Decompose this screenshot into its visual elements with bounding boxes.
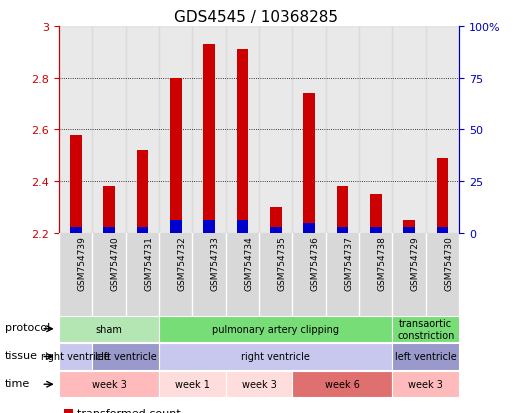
Bar (259, 233, 292, 316)
Text: right ventricle: right ventricle (241, 351, 310, 362)
Bar (292, 233, 326, 316)
Bar (392, 316, 459, 342)
Text: GSM754734: GSM754734 (244, 236, 253, 290)
Bar (303, 223, 315, 233)
Bar (337, 228, 348, 233)
Text: week 3: week 3 (242, 379, 277, 389)
Bar (203, 221, 215, 233)
Bar (292, 27, 326, 233)
Bar (226, 233, 259, 316)
Bar (359, 233, 392, 316)
Text: GDS4545 / 10368285: GDS4545 / 10368285 (174, 10, 339, 25)
Bar (192, 233, 226, 316)
Bar (136, 228, 148, 233)
Bar (59, 344, 92, 370)
Text: GSM754731: GSM754731 (144, 236, 153, 291)
Text: GSM754736: GSM754736 (311, 236, 320, 291)
Text: GSM754737: GSM754737 (344, 236, 353, 291)
Bar (303, 94, 315, 233)
Text: week 1: week 1 (175, 379, 210, 389)
Text: GSM754729: GSM754729 (411, 236, 420, 290)
Text: time: time (5, 378, 30, 388)
Bar (259, 27, 292, 233)
Text: week 3: week 3 (92, 379, 126, 389)
Bar (392, 344, 459, 370)
Bar (159, 344, 392, 370)
Text: week 3: week 3 (408, 379, 443, 389)
Bar (136, 151, 148, 233)
Bar (392, 371, 459, 397)
Bar (92, 344, 159, 370)
Bar (337, 187, 348, 233)
Bar (226, 371, 292, 397)
Text: transaortic
constriction: transaortic constriction (397, 318, 455, 340)
Bar (270, 208, 282, 233)
Text: GSM754738: GSM754738 (378, 236, 386, 291)
Bar (426, 233, 459, 316)
Text: GSM754732: GSM754732 (177, 236, 186, 290)
Bar (59, 27, 92, 233)
Bar (236, 221, 248, 233)
Bar (126, 27, 159, 233)
Bar (426, 27, 459, 233)
Bar (159, 316, 392, 342)
Bar (203, 45, 215, 233)
Text: pulmonary artery clipping: pulmonary artery clipping (212, 324, 339, 334)
Bar (59, 371, 159, 397)
Bar (170, 221, 182, 233)
Bar (70, 228, 82, 233)
Bar (159, 371, 226, 397)
Text: tissue: tissue (5, 350, 38, 360)
Bar (326, 233, 359, 316)
Bar (359, 27, 392, 233)
Text: left ventricle: left ventricle (395, 351, 457, 362)
Bar (126, 233, 159, 316)
Bar (403, 228, 415, 233)
Bar (103, 228, 115, 233)
Bar (370, 195, 382, 233)
Bar (236, 50, 248, 233)
Bar (159, 233, 192, 316)
Text: GSM754740: GSM754740 (111, 236, 120, 290)
Bar (170, 78, 182, 233)
Bar (59, 233, 92, 316)
Bar (370, 228, 382, 233)
Bar (92, 27, 126, 233)
Text: GSM754739: GSM754739 (77, 236, 86, 291)
Text: sham: sham (95, 324, 123, 334)
Bar (59, 316, 159, 342)
Bar (326, 27, 359, 233)
Bar (403, 221, 415, 233)
Text: transformed count: transformed count (77, 408, 181, 413)
Text: right ventricle: right ventricle (41, 351, 110, 362)
Bar (437, 159, 448, 233)
Text: GSM754733: GSM754733 (211, 236, 220, 291)
Bar (70, 135, 82, 233)
Text: GSM754735: GSM754735 (278, 236, 286, 291)
Bar (159, 27, 192, 233)
Bar (226, 27, 259, 233)
Bar (437, 228, 448, 233)
Text: protocol: protocol (5, 323, 50, 332)
Bar (103, 187, 115, 233)
Bar (192, 27, 226, 233)
Bar (392, 27, 426, 233)
Bar (392, 233, 426, 316)
Text: week 6: week 6 (325, 379, 360, 389)
Text: GSM754730: GSM754730 (444, 236, 453, 291)
Bar (292, 371, 392, 397)
Bar (92, 233, 126, 316)
Text: left ventricle: left ventricle (95, 351, 156, 362)
Bar (270, 228, 282, 233)
